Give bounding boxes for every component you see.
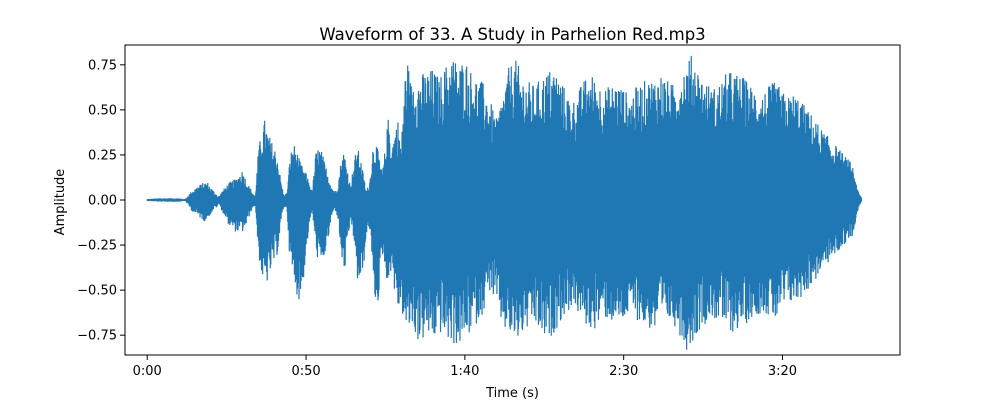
y-tick-label: −0.50 [77,284,117,299]
y-axis-label: Amplitude [53,169,68,236]
x-tick-label: 3:20 [768,364,797,379]
y-tick-label: 0.25 [88,148,117,163]
y-tick-label: −0.75 [77,329,117,344]
x-axis-label: Time (s) [485,386,539,400]
x-tick-label: 1:40 [450,364,479,379]
chart-title: Waveform of 33. A Study in Parhelion Red… [319,25,705,44]
y-tick-label: −0.25 [77,239,117,254]
y-axis: −0.75 −0.50 −0.25 0.00 0.25 0.50 0.75 [77,58,125,344]
y-tick-label: 0.50 [88,103,117,118]
x-tick-label: 0:00 [133,364,162,379]
plot-area [146,55,863,350]
y-tick-label: 0.00 [88,194,117,209]
x-axis: 0:00 0:50 1:40 2:30 3:20 [133,355,797,379]
waveform-series-0 [146,55,863,350]
x-tick-label: 2:30 [609,364,638,379]
x-tick-label: 0:50 [291,364,320,379]
y-tick-label: 0.75 [88,58,117,73]
